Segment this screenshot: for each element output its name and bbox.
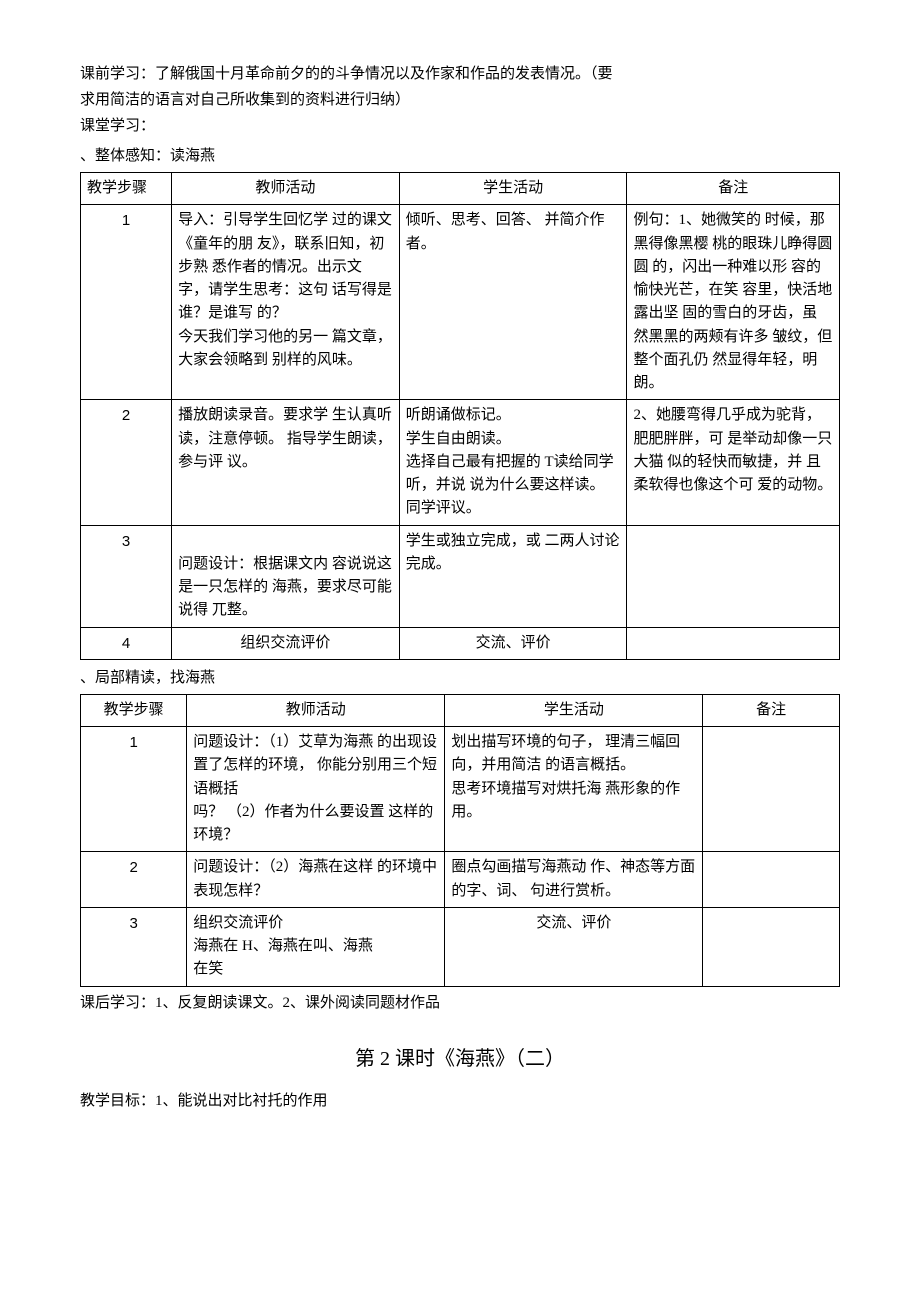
cell-student: 交流、评价 [399, 627, 627, 659]
table-row: 4 组织交流评价 交流、评价 [81, 627, 840, 659]
lesson-title: 第 2 课时《海燕》（二） [80, 1043, 840, 1075]
cell-step: 2 [81, 852, 187, 908]
cell-student: 学生或独立完成，或 二两人讨论完成。 [399, 525, 627, 627]
cell-teacher: 组织交流评价 [172, 627, 400, 659]
table-row: 3 问题设计：根据课文内 容说说这是一只怎样的 海燕，要求尽可能说得 兀整。 学… [81, 525, 840, 627]
table-2: 教学步骤 教师活动 学生活动 备注 1 问题设计：（1）艾草为海燕 的出现设置了… [80, 694, 840, 987]
table-header-row: 教学步骤 教师活动 学生活动 备注 [81, 173, 840, 205]
cell-teacher: 播放朗读录音。要求学 生认真听读，注意停顿。 指导学生朗读，参与评 议。 [172, 400, 400, 525]
header-step: 教学步骤 [81, 173, 172, 205]
header-note: 备注 [703, 694, 840, 726]
table-row: 2 问题设计：（2）海燕在这样 的环境中表现怎样？ 圈点勾画描写海燕动 作、神态… [81, 852, 840, 908]
cell-student: 倾听、思考、回答、 并简介作者。 [399, 205, 627, 400]
cell-note [627, 525, 840, 627]
header-student: 学生活动 [445, 694, 703, 726]
cell-step: 3 [81, 907, 187, 986]
cell-teacher: 导入：引导学生回忆学 过的课文《童年的朋 友》，联系旧知，初步熟 悉作者的情况。… [172, 205, 400, 400]
table-row: 1 导入：引导学生回忆学 过的课文《童年的朋 友》，联系旧知，初步熟 悉作者的情… [81, 205, 840, 400]
header-step: 教学步骤 [81, 694, 187, 726]
cell-step: 3 [81, 525, 172, 627]
cell-step: 1 [81, 205, 172, 400]
pre-study-line1: 课前学习：了解俄国十月革命前夕的的斗争情况以及作家和作品的发表情况。（要 [80, 62, 840, 86]
teaching-goal: 教学目标：1、能说出对比衬托的作用 [80, 1089, 840, 1113]
table-row: 2 播放朗读录音。要求学 生认真听读，注意停顿。 指导学生朗读，参与评 议。 听… [81, 400, 840, 525]
table-row: 1 问题设计：（1）艾草为海燕 的出现设置了怎样的环境， 你能分别用三个短语概括… [81, 727, 840, 852]
cell-teacher: 问题设计：（1）艾草为海燕 的出现设置了怎样的环境， 你能分别用三个短语概括吗？… [187, 727, 445, 852]
cell-note [703, 727, 840, 852]
header-student: 学生活动 [399, 173, 627, 205]
cell-teacher: 问题设计：（2）海燕在这样 的环境中表现怎样？ [187, 852, 445, 908]
cell-note: 例句：1、她微笑的 时候，那黑得像黑樱 桃的眼珠儿睁得圆圆 的，闪出一种难以形 … [627, 205, 840, 400]
cell-student: 听朗诵做标记。学生自由朗读。选择自己最有把握的 T读给同学听，并说 说为什么要这… [399, 400, 627, 525]
cell-note [627, 627, 840, 659]
cell-teacher: 问题设计：根据课文内 容说说这是一只怎样的 海燕，要求尽可能说得 兀整。 [172, 525, 400, 627]
cell-student: 交流、评价 [445, 907, 703, 986]
cell-note: 2、她腰弯得几乎成为驼背，肥肥胖胖，可 是举动却像一只大猫 似的轻快而敏捷，并 … [627, 400, 840, 525]
pre-study-line2: 求用简洁的语言对自己所收集到的资料进行归纳） [80, 88, 840, 112]
section1-label: 、整体感知：读海燕 [80, 144, 840, 168]
table-row: 3 组织交流评价海燕在 H、海燕在叫、海燕在笑 交流、评价 [81, 907, 840, 986]
table-1: 教学步骤 教师活动 学生活动 备注 1 导入：引导学生回忆学 过的课文《童年的朋… [80, 172, 840, 660]
after-study: 课后学习：1、反复朗读课文。2、课外阅读同题材作品 [80, 991, 840, 1015]
cell-student: 圈点勾画描写海燕动 作、神态等方面的字、词、 句进行赏析。 [445, 852, 703, 908]
cell-student: 划出描写环境的句子， 理清三幅回向，并用简洁 的语言概括。思考环境描写对烘托海 … [445, 727, 703, 852]
cell-teacher: 组织交流评价海燕在 H、海燕在叫、海燕在笑 [187, 907, 445, 986]
table-header-row: 教学步骤 教师活动 学生活动 备注 [81, 694, 840, 726]
cell-note [703, 852, 840, 908]
cell-step: 2 [81, 400, 172, 525]
class-study-label: 课堂学习： [80, 114, 840, 138]
cell-step: 4 [81, 627, 172, 659]
header-teacher: 教师活动 [172, 173, 400, 205]
header-note: 备注 [627, 173, 840, 205]
header-teacher: 教师活动 [187, 694, 445, 726]
cell-note [703, 907, 840, 986]
section2-label: 、局部精读，找海燕 [80, 666, 840, 690]
cell-step: 1 [81, 727, 187, 852]
